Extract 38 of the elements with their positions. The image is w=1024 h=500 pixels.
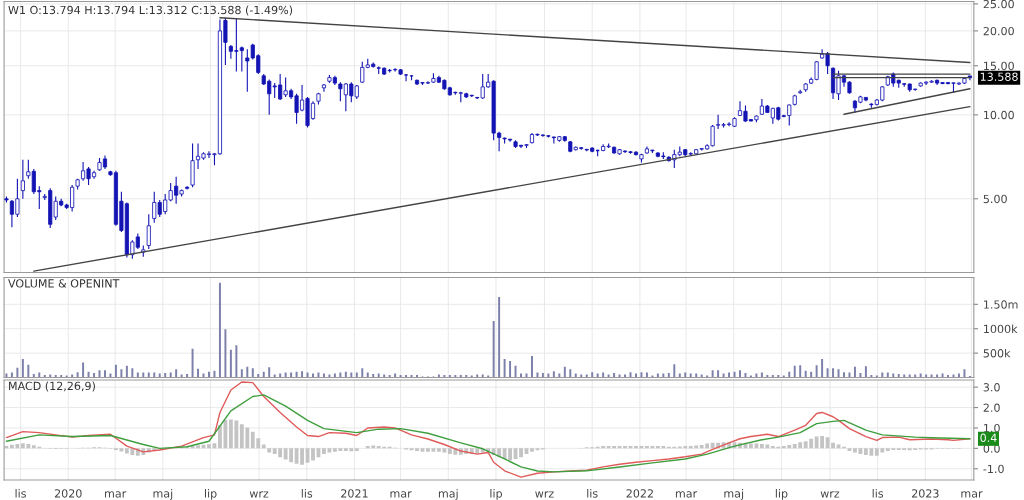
x-tick-label: lis xyxy=(301,489,313,498)
chart-title: MACD (12,26,9) xyxy=(9,381,95,392)
annotation: 0.4 xyxy=(980,433,997,442)
y-tick-label: 25.00 xyxy=(983,0,1014,9)
x-tick-label: maj xyxy=(724,489,744,500)
x-tick-label: mar xyxy=(390,491,412,498)
x-tick-label: lis xyxy=(587,489,598,498)
x-tick-label: lip xyxy=(490,489,502,500)
x-tick-label: 2022 xyxy=(626,489,653,498)
x-tick-label: mar xyxy=(675,491,698,498)
y-tick-label: 2.0 xyxy=(983,403,1000,412)
y-tick-label: 1.50m xyxy=(984,300,1018,309)
x-tick-label: 2021 xyxy=(341,489,368,498)
y-tick-label: 3.0 xyxy=(983,383,1000,392)
x-tick-label: wrz xyxy=(820,491,840,498)
x-tick-label: 2020 xyxy=(54,489,82,498)
y-tick-label: 1000k xyxy=(984,324,1018,334)
annotation: 13.588 xyxy=(980,72,1018,81)
y-tick-label: -1.0 xyxy=(983,464,1004,474)
chart-title: W1 O:13.794 H:13.794 L:13.312 C:13.588 (-1.49%) xyxy=(8,5,293,16)
y-tick-label: 15.00 xyxy=(984,61,1014,71)
x-tick-label: maj xyxy=(438,489,458,500)
x-tick-label: maj xyxy=(153,489,173,500)
y-tick-label: 5.00 xyxy=(983,194,1007,204)
x-tick-label: mar xyxy=(105,491,127,498)
x-tick-label: wrz xyxy=(249,491,269,498)
y-tick-label: 10.00 xyxy=(984,110,1014,120)
x-tick-label: lis xyxy=(15,489,26,498)
x-tick-label: lip xyxy=(204,489,217,500)
x-tick-label: 2023 xyxy=(912,489,939,498)
y-tick-label: 20.00 xyxy=(983,26,1014,36)
x-tick-label: mar xyxy=(961,491,983,498)
y-tick-label: 500k xyxy=(983,348,1011,358)
x-tick-label: lis xyxy=(872,489,884,498)
y-tick-label: 1.0 xyxy=(984,423,1000,433)
x-tick-label: lip xyxy=(775,489,788,500)
chart-title: VOLUME & OPENINT xyxy=(8,279,120,288)
x-tick-label: wrz xyxy=(535,491,554,498)
